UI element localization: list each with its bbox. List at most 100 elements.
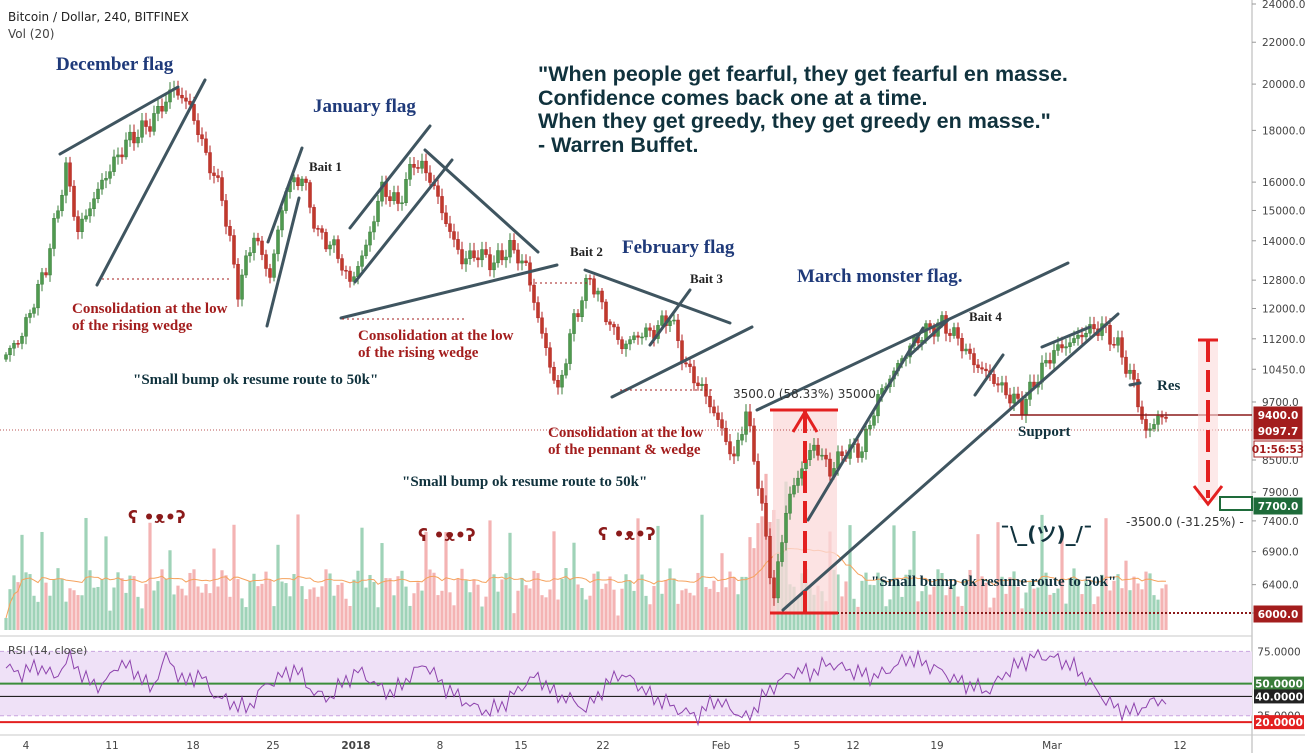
volume-bar	[168, 550, 172, 630]
volume-bar	[712, 580, 716, 630]
volume-bar	[124, 592, 128, 630]
candle-body	[304, 178, 308, 183]
bait-label: Bait 2	[570, 244, 603, 259]
trend-line	[973, 353, 1005, 397]
candle-body	[404, 179, 408, 204]
candle-body	[312, 207, 316, 229]
volume-bar	[160, 569, 164, 630]
volume-bar	[400, 570, 404, 630]
candle-body	[608, 321, 612, 325]
volume-bar	[688, 592, 692, 630]
volume-bar	[908, 569, 912, 630]
volume-bar	[528, 588, 532, 630]
volume-bar	[72, 590, 76, 630]
candle-body	[1164, 416, 1168, 419]
quote-line: When they get greedy, they get greedy en…	[538, 109, 1051, 133]
volume-bar	[856, 606, 860, 630]
candle-body	[12, 343, 16, 349]
volume-bar	[192, 569, 196, 630]
volume-bar	[180, 588, 184, 630]
candle-body	[232, 235, 236, 265]
volume-bar	[880, 580, 884, 630]
candle-body	[572, 313, 576, 334]
x-tick-label: 12	[846, 740, 859, 752]
candle-body	[368, 231, 372, 246]
volume-bar	[300, 586, 304, 630]
candle-body	[580, 300, 584, 318]
volume-bar	[760, 516, 764, 630]
candle-body	[236, 263, 240, 300]
volume-bar	[568, 578, 572, 630]
volume-bar	[556, 599, 560, 630]
volume-bar	[516, 590, 520, 630]
rsi-label-text: 50.0000	[1255, 679, 1303, 691]
trend-line	[583, 268, 732, 325]
y-tick-label: 12000.0	[1262, 304, 1305, 316]
volume-bar	[408, 605, 412, 630]
candle-body	[1132, 369, 1136, 380]
y-tick-label: 10450.0	[1262, 364, 1305, 376]
support-label: Support	[1018, 424, 1071, 440]
candle-body	[484, 249, 488, 255]
candle-body	[636, 335, 640, 338]
volume-bar	[696, 572, 700, 630]
volume-bar	[764, 473, 768, 630]
candle-body	[84, 215, 88, 220]
volume-bar	[876, 572, 880, 630]
volume-bar	[596, 571, 600, 630]
x-tick-label: 8	[437, 740, 444, 752]
bump-label: "Small bump ok resume route to 50k"	[133, 372, 378, 388]
candle-body	[964, 348, 968, 352]
candle-body	[180, 94, 184, 99]
candle-body	[144, 120, 148, 127]
candle-body	[788, 493, 792, 514]
candle-body	[620, 339, 624, 350]
candle-body	[1024, 399, 1028, 416]
candle-body	[72, 185, 76, 217]
volume-bar	[128, 575, 132, 630]
consolidation-label: of the pennant & wedge	[548, 442, 701, 458]
candle-body	[548, 347, 552, 368]
volume-bar	[256, 586, 260, 630]
volume-bar	[284, 583, 288, 630]
volume-bar	[4, 618, 8, 630]
volume-bar	[576, 584, 580, 630]
candle-body	[1068, 342, 1072, 347]
volume-bar	[748, 537, 752, 630]
volume-bar	[36, 601, 40, 630]
trend-line	[908, 318, 950, 357]
candle-body	[500, 250, 504, 261]
rsi-label-text: 75.0000	[1257, 646, 1300, 658]
price-label-bg	[1253, 497, 1303, 515]
volume-bar	[416, 582, 420, 630]
candle-body	[596, 290, 600, 295]
candle-body	[124, 139, 128, 158]
candle-body	[672, 319, 676, 322]
candle-body	[520, 260, 524, 264]
candle-body	[708, 395, 712, 408]
candle-body	[240, 274, 244, 300]
volume-bar	[1140, 589, 1144, 630]
volume-bar	[628, 580, 632, 630]
volume-bar	[1160, 588, 1164, 630]
candle-body	[528, 262, 532, 286]
y-tick-label: 18000.0	[1262, 125, 1305, 137]
candle-body	[776, 561, 780, 599]
price-label-text: 7700.0	[1258, 501, 1299, 513]
candle-body	[544, 333, 548, 349]
volume-bar	[940, 573, 944, 630]
volume-bar	[508, 532, 512, 630]
candle-body	[972, 353, 976, 366]
candle-body	[472, 250, 476, 259]
volume-bar	[8, 589, 12, 630]
volume-bar	[860, 580, 864, 630]
candle-body	[456, 239, 460, 250]
volume-label: Vol (20)	[8, 27, 55, 41]
volume-bar	[24, 572, 28, 630]
volume-bar	[1068, 578, 1072, 630]
volume-bar	[396, 576, 400, 630]
trend-line	[1128, 381, 1142, 387]
volume-bar	[248, 581, 252, 630]
